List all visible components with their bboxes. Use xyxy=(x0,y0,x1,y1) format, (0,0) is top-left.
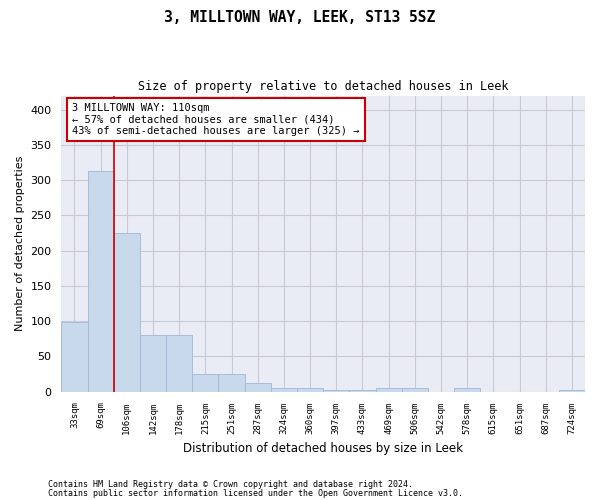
Bar xyxy=(297,388,323,392)
Bar xyxy=(402,388,428,392)
Title: Size of property relative to detached houses in Leek: Size of property relative to detached ho… xyxy=(138,80,508,93)
Bar xyxy=(61,322,88,392)
Y-axis label: Number of detached properties: Number of detached properties xyxy=(15,156,25,332)
Bar xyxy=(323,390,349,392)
Bar xyxy=(559,390,585,392)
Bar xyxy=(88,171,114,392)
Bar xyxy=(218,374,245,392)
Bar xyxy=(193,374,218,392)
Text: 3 MILLTOWN WAY: 110sqm
← 57% of detached houses are smaller (434)
43% of semi-de: 3 MILLTOWN WAY: 110sqm ← 57% of detached… xyxy=(72,103,359,136)
Bar xyxy=(376,388,402,392)
Text: Contains HM Land Registry data © Crown copyright and database right 2024.: Contains HM Land Registry data © Crown c… xyxy=(48,480,413,489)
X-axis label: Distribution of detached houses by size in Leek: Distribution of detached houses by size … xyxy=(183,442,463,455)
Bar xyxy=(454,388,480,392)
Text: Contains public sector information licensed under the Open Government Licence v3: Contains public sector information licen… xyxy=(48,488,463,498)
Bar xyxy=(166,336,193,392)
Bar xyxy=(271,388,297,392)
Text: 3, MILLTOWN WAY, LEEK, ST13 5SZ: 3, MILLTOWN WAY, LEEK, ST13 5SZ xyxy=(164,10,436,25)
Bar xyxy=(349,390,376,392)
Bar xyxy=(114,233,140,392)
Bar xyxy=(245,383,271,392)
Bar xyxy=(140,336,166,392)
